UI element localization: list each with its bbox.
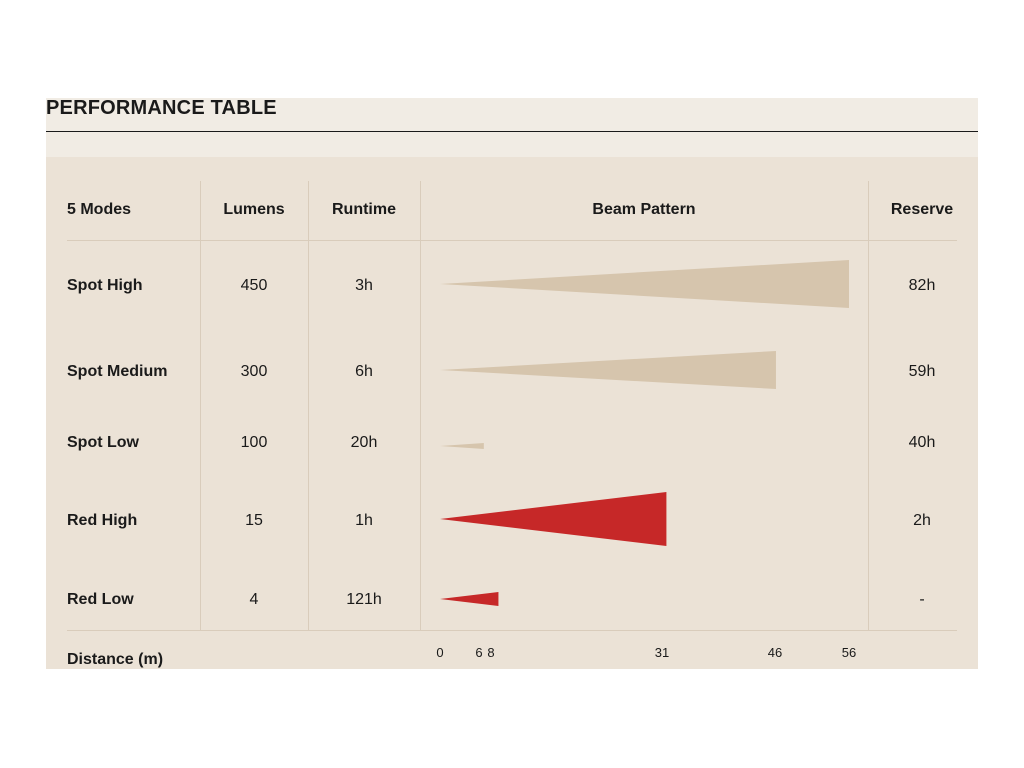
row-runtime: 3h [355,277,373,294]
column-header-runtime: Runtime [332,201,396,218]
row-mode: Red High [67,512,138,529]
row-lumens: 300 [240,363,268,380]
row-lumens: 100 [240,434,268,451]
distance-tick: 46 [767,645,783,660]
row-runtime: 1h [355,512,373,529]
row-mode: Red Low [67,591,134,608]
beam-triangle [440,443,484,449]
row-reserve: 59h [908,363,936,380]
row-reserve: 2h [913,512,931,529]
distance-axis-label: Distance (m) [67,651,164,668]
column-header-beam-pattern: Beam Pattern [592,201,696,218]
row-reserve: 40h [908,434,936,451]
header-bar: PERFORMANCE TABLE [46,97,978,132]
column-divider [868,181,869,630]
distance-tick: 8 [487,645,495,660]
column-divider [308,181,309,630]
distance-tick: 0 [436,645,444,660]
row-reserve: 82h [908,277,936,294]
column-divider [200,181,201,630]
beam-triangle [440,260,849,308]
row-reserve: - [919,591,925,608]
row-lumens: 450 [240,277,268,294]
row-runtime: 20h [350,434,378,451]
row-mode: Spot High [67,277,143,294]
header-spacer [46,132,978,157]
row-lumens: 4 [249,591,259,608]
distance-tick: 31 [654,645,670,660]
footer-divider [67,630,957,631]
column-header-lumens: Lumens [223,201,285,218]
page-title: PERFORMANCE TABLE [46,97,277,119]
beam-triangle [440,592,499,606]
beam-triangle [440,351,776,389]
row-runtime: 121h [346,591,382,608]
row-runtime: 6h [355,363,373,380]
header-divider [67,240,957,241]
column-divider [420,181,421,630]
distance-tick: 6 [475,645,483,660]
performance-table-panel [46,157,978,669]
column-header-modes: 5 Modes [67,201,132,218]
row-lumens: 15 [245,512,263,529]
distance-tick: 56 [841,645,857,660]
beam-triangle [440,492,667,546]
row-mode: Spot Medium [67,363,168,380]
column-header-reserve: Reserve [890,201,954,218]
row-mode: Spot Low [67,434,139,451]
